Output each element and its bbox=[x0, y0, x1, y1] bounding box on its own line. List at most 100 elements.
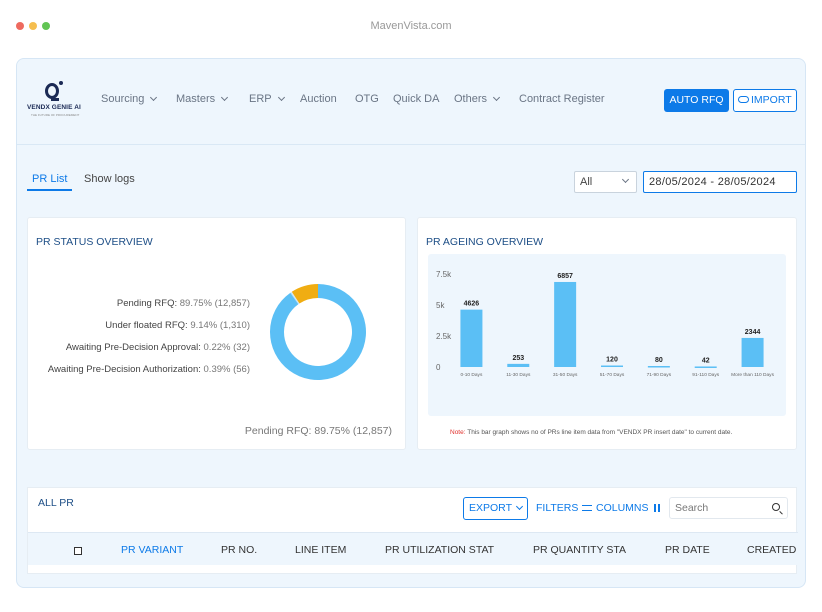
top-navbar: VENDX GENIE AI THE FUTURE OF PROCUREMENT… bbox=[17, 59, 805, 145]
x-tick-label: 11-30 Days bbox=[506, 372, 531, 378]
chevron-down-icon bbox=[150, 93, 158, 102]
chevron-down-icon bbox=[515, 502, 524, 511]
column-pr-no[interactable]: PR NO. bbox=[221, 544, 258, 556]
bar-value-label: 4626 bbox=[464, 301, 480, 308]
donut-slice-under-floated-rfq[interactable] bbox=[291, 284, 318, 304]
tab-pr-list[interactable]: PR List bbox=[27, 173, 73, 191]
bar-11-30-days[interactable] bbox=[507, 363, 530, 367]
legend-pending-rfq: Pending RFQ: 89.75% (12,857) bbox=[117, 298, 250, 309]
chevron-down-icon bbox=[492, 93, 501, 102]
ageing-note: Note: This bar graph shows no of PRs lin… bbox=[450, 429, 732, 436]
status-select-value: All bbox=[580, 176, 593, 188]
column-pr-quantity-sta[interactable]: PR QUANTITY STA bbox=[533, 544, 626, 556]
column-pr-date[interactable]: PR DATE bbox=[665, 544, 710, 556]
filters-button[interactable]: FILTERS bbox=[536, 502, 593, 514]
nav-item-others[interactable]: Others bbox=[454, 93, 501, 105]
app-frame: VENDX GENIE AI THE FUTURE OF PROCUREMENT… bbox=[16, 58, 806, 588]
donut-caption: Pending RFQ: 89.75% (12,857) bbox=[244, 425, 392, 437]
minimize-window-button[interactable] bbox=[29, 22, 37, 30]
nav-item-masters[interactable]: Masters bbox=[176, 93, 229, 105]
nav-item-sourcing[interactable]: Sourcing bbox=[101, 93, 158, 105]
bar-0-10-days[interactable] bbox=[460, 309, 483, 367]
pr-ageing-title: PR AGEING OVERVIEW bbox=[426, 236, 544, 248]
note-text: This bar graph shows no of PRs line item… bbox=[465, 429, 733, 436]
nav-item-quick-da[interactable]: Quick DA bbox=[393, 93, 439, 105]
column-created[interactable]: CREATED bbox=[747, 544, 797, 556]
nav-item-label: Masters bbox=[176, 93, 216, 105]
column-pr-variant[interactable]: PR VARIANT bbox=[121, 544, 184, 556]
x-tick-label: 0-10 Days bbox=[460, 372, 482, 378]
pr-status-title: PR STATUS OVERVIEW bbox=[36, 236, 153, 248]
logo-name: VENDX GENIE AI bbox=[27, 104, 81, 111]
nav-item-label: OTG bbox=[355, 93, 379, 105]
y-tick-label: 2.5k bbox=[436, 332, 452, 341]
logo-spark-icon bbox=[59, 81, 63, 85]
column-pr-utilization-stat[interactable]: PR UTILIZATION STAT bbox=[385, 544, 495, 556]
search-icon[interactable] bbox=[772, 503, 780, 511]
ageing-chart-area: 0 2.5k 5k 7.5k 4626 0-10 Days 253 11-30 Days 685… bbox=[428, 254, 786, 416]
x-tick-label: 51-70 Days bbox=[600, 372, 625, 378]
cloud-upload-icon bbox=[738, 96, 749, 103]
window-titlebar: MavenVista.com bbox=[0, 0, 822, 52]
chevron-down-icon bbox=[277, 93, 285, 102]
nav-item-label: Quick DA bbox=[393, 93, 440, 105]
x-tick-label: More than 110 Days bbox=[731, 372, 774, 378]
nav-item-auction[interactable]: Auction bbox=[300, 93, 337, 105]
ageing-bar-chart: 0 2.5k 5k 7.5k 4626 0-10 Days 253 11-30 Days 685… bbox=[436, 270, 775, 378]
filter-icon bbox=[582, 505, 593, 511]
vendx-logo[interactable]: VENDX GENIE AI THE FUTURE OF PROCUREMENT bbox=[27, 81, 81, 119]
import-button[interactable]: IMPORT bbox=[733, 89, 797, 112]
nav-item-contract-register[interactable]: Contract Register bbox=[519, 93, 605, 105]
donut-slice-awaiting-pre-decision-authorization[interactable] bbox=[290, 291, 300, 304]
import-label: IMPORT bbox=[751, 94, 792, 106]
bar-51-70-days[interactable] bbox=[601, 365, 623, 368]
nav-item-label: ERP bbox=[249, 93, 272, 105]
legend-value: 0.39% (56) bbox=[203, 364, 250, 375]
columns-button[interactable]: COLUMNS bbox=[596, 502, 660, 514]
bar-71-90-days[interactable] bbox=[647, 366, 670, 368]
donut-slice-pending-rfq[interactable] bbox=[270, 284, 366, 380]
legend-value: 89.75% (12,857) bbox=[179, 298, 250, 309]
y-tick-label: 0 bbox=[436, 363, 441, 372]
chevron-down-icon bbox=[621, 175, 630, 184]
bar-value-label: 253 bbox=[512, 355, 524, 362]
filters-label: FILTERS bbox=[536, 502, 579, 514]
columns-label: COLUMNS bbox=[596, 502, 649, 514]
search-input[interactable] bbox=[669, 497, 788, 519]
legend-pre-decision-approval: Awaiting Pre-Decision Approval: 0.22% (3… bbox=[66, 342, 250, 353]
legend-value: 9.14% (1,310) bbox=[190, 320, 250, 331]
bar-more-than-110-days[interactable] bbox=[741, 337, 764, 367]
legend-under-floated: Under floated RFQ: 9.14% (1,310) bbox=[105, 320, 250, 331]
column-line-item[interactable]: LINE ITEM bbox=[295, 544, 347, 556]
nav-item-otg[interactable]: OTG bbox=[355, 93, 379, 105]
bar-31-50-days[interactable] bbox=[554, 281, 577, 367]
export-button[interactable]: EXPORT bbox=[463, 497, 528, 520]
logo-tagline: THE FUTURE OF PROCUREMENT bbox=[31, 113, 80, 117]
nav-item-label: Auction bbox=[300, 93, 337, 105]
logo-mark-icon bbox=[45, 83, 59, 101]
pr-ageing-card: PR AGEING OVERVIEW 0 2.5k 5k 7.5k 4626 0-10 D… bbox=[417, 217, 797, 450]
status-select[interactable]: All bbox=[574, 171, 637, 193]
maximize-window-button[interactable] bbox=[42, 22, 50, 30]
legend-pre-decision-authorization: Awaiting Pre-Decision Authorization: 0.3… bbox=[48, 364, 250, 375]
x-tick-label: 71-90 Days bbox=[647, 372, 672, 378]
nav-item-erp[interactable]: ERP bbox=[249, 93, 285, 105]
close-window-button[interactable] bbox=[16, 22, 24, 30]
auto-rfq-button[interactable]: AUTO RFQ bbox=[664, 89, 729, 112]
bar-91-110-days[interactable] bbox=[694, 366, 717, 368]
export-label: EXPORT bbox=[469, 502, 512, 514]
y-tick-label: 7.5k bbox=[436, 270, 452, 279]
legend-label: Pending RFQ: bbox=[116, 298, 178, 309]
select-all-checkbox[interactable] bbox=[74, 547, 82, 555]
status-donut-chart bbox=[270, 284, 366, 380]
pr-status-card: PR STATUS OVERVIEW Pending RFQ: 89.75% (… bbox=[27, 217, 406, 450]
date-range-input[interactable]: 28/05/2024 - 28/05/2024 bbox=[643, 171, 797, 193]
x-tick-label: 91-110 Days bbox=[692, 372, 719, 378]
tab-show-logs[interactable]: Show logs bbox=[84, 173, 135, 185]
table-header: PR VARIANT PR NO. LINE ITEM PR UTILIZATI… bbox=[28, 532, 798, 565]
nav-item-label: Contract Register bbox=[519, 93, 605, 105]
donut-slice-awaiting-pre-decision-approval[interactable] bbox=[290, 292, 299, 305]
legend-label: Awaiting Pre-Decision Authorization: bbox=[47, 364, 201, 375]
bar-value-label: 120 bbox=[606, 357, 618, 364]
bar-value-label: 42 bbox=[702, 357, 710, 364]
